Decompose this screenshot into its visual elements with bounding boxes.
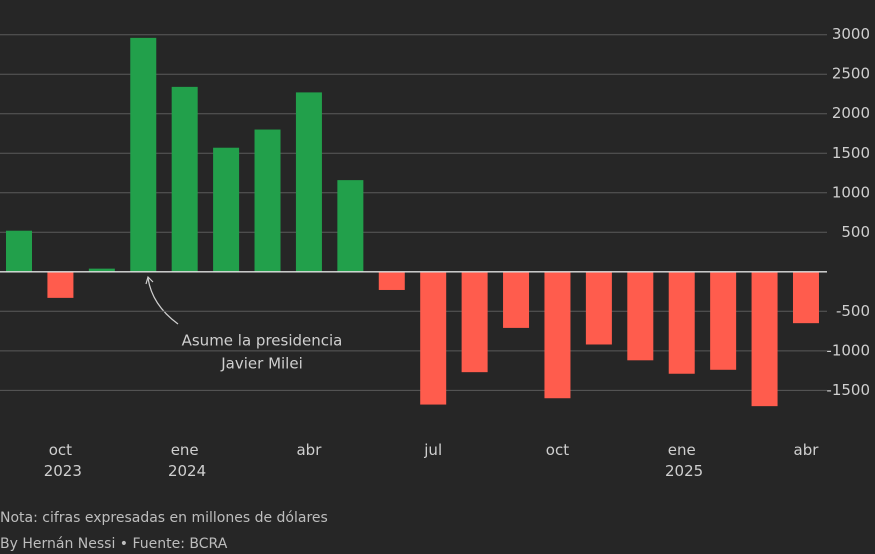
bar bbox=[47, 271, 74, 298]
x-tick-label: oct 2023 bbox=[39, 441, 82, 480]
x-tick-label: ene 2024 bbox=[163, 441, 206, 480]
bar bbox=[627, 271, 654, 361]
y-tick-label: -500 bbox=[836, 302, 870, 320]
annotation-arrowhead bbox=[145, 275, 154, 285]
bar bbox=[6, 230, 32, 272]
bar bbox=[254, 129, 281, 272]
annotation: Javier Milei bbox=[220, 355, 303, 373]
annotation: Asume la presidencia bbox=[182, 332, 343, 350]
bar bbox=[668, 271, 695, 374]
source: By Hernán Nessi • Fuente: BCRA bbox=[0, 536, 228, 552]
x-tick-label: abr bbox=[296, 441, 322, 459]
x-tick-label: oct bbox=[546, 441, 569, 459]
x-tick-label: jul bbox=[423, 441, 442, 459]
bar bbox=[337, 180, 364, 272]
x-tick-label: ene 2025 bbox=[660, 441, 703, 480]
bar bbox=[171, 86, 198, 272]
y-tick-label: 3000 bbox=[832, 25, 870, 43]
bar bbox=[378, 271, 405, 290]
bar bbox=[751, 271, 778, 407]
y-tick-label: 500 bbox=[841, 223, 870, 241]
bar bbox=[503, 271, 530, 328]
note: Nota: cifras expresadas en millones de d… bbox=[0, 510, 328, 526]
bar bbox=[710, 271, 737, 370]
bar bbox=[544, 271, 571, 399]
bar bbox=[130, 37, 157, 272]
bar bbox=[295, 92, 322, 272]
bar bbox=[88, 268, 115, 272]
annotation-arrow bbox=[147, 277, 179, 325]
x-tick-label: abr bbox=[794, 441, 820, 459]
bar bbox=[420, 271, 447, 405]
y-tick-label: -1500 bbox=[826, 381, 870, 399]
bar bbox=[213, 147, 240, 272]
y-tick-label: 1500 bbox=[832, 144, 870, 162]
y-tick-label: -1000 bbox=[826, 341, 870, 359]
y-tick-label: 2000 bbox=[832, 104, 870, 122]
y-tick-label: 1000 bbox=[832, 183, 870, 201]
bar bbox=[461, 271, 488, 373]
bar bbox=[792, 271, 819, 324]
y-tick-label: 2500 bbox=[832, 65, 870, 83]
bar bbox=[585, 271, 612, 345]
